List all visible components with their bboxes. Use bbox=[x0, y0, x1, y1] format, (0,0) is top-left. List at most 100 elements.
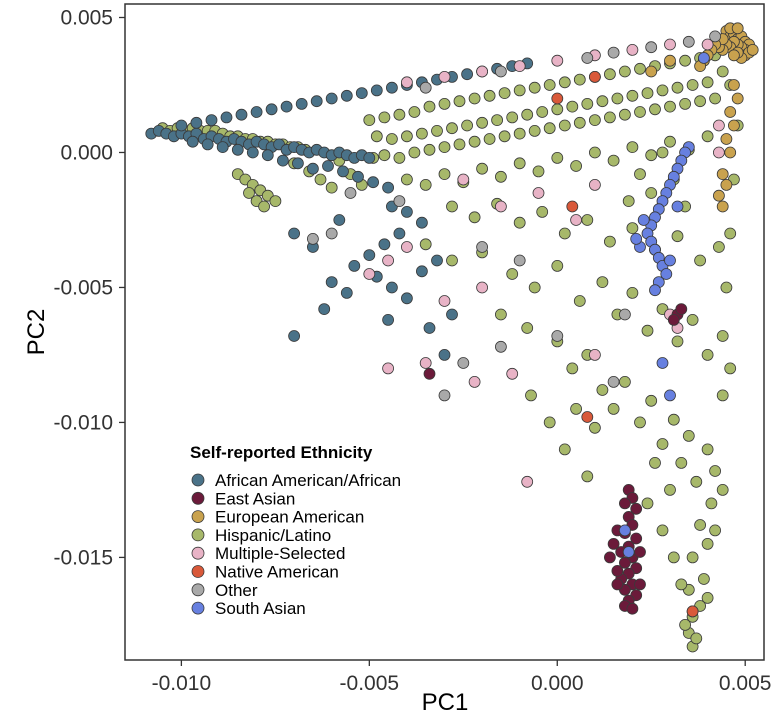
legend-item-other: Other bbox=[191, 581, 258, 600]
data-point bbox=[698, 52, 710, 64]
legend-item-european-american: European American bbox=[191, 508, 364, 527]
data-point bbox=[385, 281, 398, 294]
legend-label: European American bbox=[215, 508, 364, 527]
data-point bbox=[476, 116, 489, 129]
data-point bbox=[314, 173, 327, 186]
data-point bbox=[400, 76, 413, 89]
data-point bbox=[355, 87, 368, 99]
data-point bbox=[664, 100, 676, 113]
data-point bbox=[619, 556, 631, 569]
data-point bbox=[675, 303, 688, 316]
data-point bbox=[446, 254, 458, 267]
data-point bbox=[468, 211, 481, 224]
data-point bbox=[716, 168, 729, 181]
data-point bbox=[604, 68, 616, 81]
data-point bbox=[521, 475, 534, 488]
data-point bbox=[536, 205, 549, 218]
data-point bbox=[570, 160, 582, 172]
data-point bbox=[288, 227, 301, 240]
data-point bbox=[694, 519, 706, 531]
data-point bbox=[619, 308, 631, 321]
data-point bbox=[690, 475, 703, 488]
y-tick-label: -0.005 bbox=[53, 276, 113, 299]
data-point bbox=[622, 195, 635, 208]
data-point bbox=[438, 168, 451, 181]
data-point bbox=[400, 205, 413, 218]
data-point bbox=[589, 146, 601, 159]
data-point bbox=[419, 238, 432, 251]
data-point bbox=[337, 165, 349, 178]
data-point bbox=[551, 259, 564, 272]
data-point bbox=[713, 189, 725, 202]
data-point bbox=[400, 292, 413, 305]
data-point bbox=[446, 122, 458, 135]
data-point bbox=[709, 92, 721, 105]
data-point bbox=[382, 254, 395, 267]
data-point bbox=[513, 84, 526, 97]
data-point bbox=[664, 389, 676, 402]
data-point bbox=[532, 187, 545, 199]
data-point bbox=[716, 483, 729, 496]
data-point bbox=[269, 195, 282, 208]
data-point bbox=[675, 456, 688, 469]
data-point bbox=[720, 133, 733, 145]
data-point bbox=[551, 103, 564, 116]
data-point bbox=[513, 127, 526, 140]
data-point bbox=[363, 114, 376, 126]
data-point bbox=[611, 578, 624, 591]
data-point bbox=[370, 84, 383, 97]
data-point bbox=[265, 103, 278, 116]
data-point bbox=[731, 92, 744, 105]
data-point bbox=[701, 538, 714, 550]
legend-swatch bbox=[191, 565, 205, 578]
data-point bbox=[528, 81, 541, 94]
legend-swatch bbox=[191, 601, 205, 615]
data-point bbox=[709, 465, 721, 477]
data-point bbox=[645, 41, 658, 54]
x-tick-label: -0.010 bbox=[152, 672, 212, 695]
data-point bbox=[400, 241, 413, 253]
data-point bbox=[446, 308, 458, 321]
data-point bbox=[716, 65, 729, 78]
data-point bbox=[393, 195, 406, 208]
data-point bbox=[558, 119, 571, 132]
data-point bbox=[370, 130, 383, 143]
data-point bbox=[728, 119, 740, 132]
series-european-american bbox=[645, 22, 759, 213]
data-point bbox=[190, 116, 203, 129]
data-point bbox=[664, 135, 676, 148]
data-point bbox=[573, 116, 586, 129]
data-point bbox=[216, 141, 229, 154]
data-point bbox=[243, 187, 255, 199]
legend-label: Multiple-Selected bbox=[215, 544, 345, 563]
data-point bbox=[581, 98, 594, 110]
data-point bbox=[431, 254, 443, 267]
data-point bbox=[581, 411, 594, 423]
data-point bbox=[205, 114, 218, 126]
legend-label: Hispanic/Latino bbox=[215, 526, 331, 545]
data-point bbox=[476, 281, 489, 294]
data-point bbox=[604, 551, 616, 564]
data-point bbox=[570, 402, 582, 415]
data-point bbox=[457, 357, 470, 369]
data-point bbox=[521, 108, 534, 121]
data-point bbox=[423, 100, 436, 113]
data-point bbox=[701, 592, 714, 604]
data-point bbox=[551, 330, 564, 342]
data-point bbox=[250, 106, 263, 118]
legend-label: African American/African bbox=[215, 471, 401, 490]
data-point bbox=[716, 330, 729, 342]
data-point bbox=[589, 348, 601, 361]
data-point bbox=[634, 106, 646, 118]
x-tick-label: 0.005 bbox=[719, 672, 772, 695]
data-point bbox=[682, 35, 695, 48]
legend-label: South Asian bbox=[215, 599, 306, 618]
data-point bbox=[543, 79, 556, 91]
data-point bbox=[551, 151, 564, 164]
data-point bbox=[709, 30, 721, 43]
data-point bbox=[596, 276, 609, 289]
data-point bbox=[400, 130, 413, 143]
data-point bbox=[363, 249, 376, 262]
data-point bbox=[231, 143, 244, 156]
